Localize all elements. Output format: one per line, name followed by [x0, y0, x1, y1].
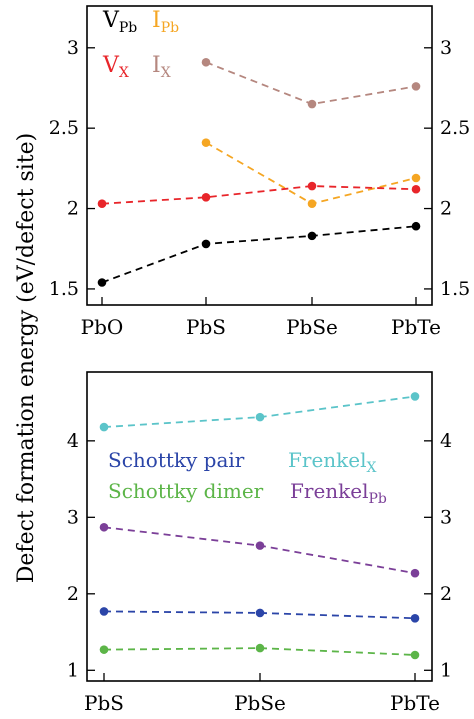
- y-tick-label-left: 2: [67, 198, 79, 220]
- plot-frame: [86, 5, 433, 306]
- point-v-x-pbo: [97, 199, 107, 209]
- legend-entry-frenkel-x: FrenkelX: [288, 448, 377, 476]
- y-tick-label-left: 2.5: [49, 117, 79, 139]
- legend-entry-i-x: IX: [152, 53, 171, 81]
- y-tick-label-right: 1: [440, 659, 452, 681]
- y-tick-label-right: 2.5: [440, 117, 470, 139]
- series-line-frenkel-pb: [103, 526, 416, 575]
- y-tick-label-right: 1.5: [440, 278, 470, 300]
- y-tick-label-left: 3: [67, 37, 79, 59]
- point-i-pb-pbs: [201, 138, 211, 147]
- series-line-v-x: [101, 185, 417, 205]
- point-schottky-dimer-pbte: [410, 650, 420, 660]
- y-tick-label-right: 2: [440, 198, 452, 220]
- legend-entry-frenkel-pb: FrenkelPb: [290, 479, 387, 507]
- point-schottky-pair-pbse: [255, 608, 265, 618]
- point-v-pb-pbo: [97, 278, 107, 287]
- point-v-pb-pbse: [307, 231, 317, 241]
- y-tick-label-left: 1: [67, 659, 79, 681]
- x-tick-label-pbte: PbTe: [390, 691, 440, 715]
- point-schottky-pair-pbte: [410, 613, 420, 623]
- point-schottky-dimer-pbs: [99, 645, 109, 654]
- point-v-pb-pbte: [411, 221, 421, 231]
- series-line-frenkel-x: [103, 395, 416, 428]
- point-frenkel-pb-pbte: [410, 568, 420, 578]
- y-tick-label-left: 2: [67, 583, 79, 605]
- y-tick-label-left: 3: [67, 506, 79, 528]
- point-i-pb-pbse: [307, 199, 317, 209]
- y-tick-label-right: 3: [440, 37, 452, 59]
- point-v-pb-pbs: [201, 239, 211, 249]
- point-i-pb-pbte: [411, 173, 421, 183]
- point-frenkel-x-pbte: [410, 392, 420, 401]
- legend-entry-v-x: VX: [102, 53, 129, 81]
- y-tick-label-right: 3: [440, 506, 452, 528]
- x-tick-label-pbo: PbO: [81, 315, 124, 339]
- x-tick-label-pbse: PbSe: [286, 315, 338, 339]
- legend-entry-schottky-pair: Schottky pair: [108, 448, 245, 472]
- point-v-x-pbte: [411, 184, 421, 194]
- point-v-x-pbs: [201, 192, 211, 202]
- point-i-x-pbse: [307, 99, 317, 109]
- point-i-x-pbte: [411, 82, 421, 91]
- legend-entry-v-pb: VPb: [102, 8, 137, 36]
- point-schottky-dimer-pbse: [255, 643, 265, 653]
- top-panel: 1.5 1.5 2 2 2.5 2.5 3 3 PbO PbS PbSe PbTe VPb IPb VX IX: [49, 5, 470, 339]
- point-frenkel-pb-pbs: [99, 522, 109, 532]
- x-tick-label-pbte: PbTe: [391, 315, 441, 339]
- x-tick-label-pbs: PbS: [84, 691, 124, 715]
- y-tick-label-right: 4: [440, 430, 452, 452]
- y-axis-label: Defect formation energy (eV/defect site): [14, 133, 39, 583]
- point-frenkel-x-pbse: [255, 412, 265, 422]
- series-line-i-x: [205, 61, 417, 105]
- y-tick-label-left: 1.5: [49, 278, 79, 300]
- legend-entry-i-pb: IPb: [152, 8, 179, 36]
- point-frenkel-x-pbs: [99, 422, 109, 432]
- bottom-panel: 1 1 2 2 3 3 4 4 PbS PbSe PbTe Schottky pair Schottky…: [67, 371, 452, 715]
- point-i-x-pbs: [201, 57, 211, 67]
- point-v-x-pbse: [307, 181, 317, 191]
- y-tick-label-right: 2: [440, 583, 452, 605]
- series-line-v-pb: [101, 225, 417, 284]
- x-tick-label-pbs: PbS: [186, 315, 226, 339]
- point-schottky-pair-pbs: [99, 607, 109, 616]
- y-tick-label-left: 4: [67, 430, 79, 452]
- x-tick-label-pbse: PbSe: [234, 691, 286, 715]
- legend-entry-schottky-dimer: Schottky dimer: [108, 479, 264, 503]
- point-frenkel-pb-pbse: [255, 541, 265, 550]
